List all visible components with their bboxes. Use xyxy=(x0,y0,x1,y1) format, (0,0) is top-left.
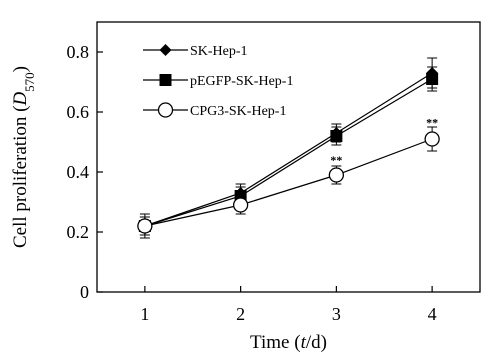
legend-marker xyxy=(159,74,172,86)
legend-marker xyxy=(157,102,174,118)
legend-label: CPG3-SK-Hep-1 xyxy=(190,104,286,119)
data-point xyxy=(426,73,439,85)
x-tick-label: 2 xyxy=(236,304,245,324)
y-axis-label: Cell proliferation (D570) xyxy=(10,66,37,248)
legend-item: SK-Hep-1 xyxy=(143,44,248,59)
legend-label: SK-Hep-1 xyxy=(190,44,248,59)
y-tick-label: 0.2 xyxy=(67,222,90,242)
x-axis-label: Time (t/d) xyxy=(250,332,327,353)
data-point xyxy=(137,218,153,234)
y-tick-label: 0 xyxy=(80,282,89,302)
y-tick-label: 0.8 xyxy=(67,42,90,62)
series-line xyxy=(144,72,433,227)
series-line xyxy=(144,138,433,227)
legend-marker xyxy=(159,44,172,56)
legend: SK-Hep-1 pEGFP-SK-Hep-1 CPG3-SK-Hep-1 xyxy=(143,44,293,119)
series-pEGFP-SK-Hep-1 xyxy=(138,66,439,236)
legend-item: pEGFP-SK-Hep-1 xyxy=(143,74,293,89)
data-point xyxy=(424,131,440,147)
plot-frame xyxy=(96,21,481,293)
y-tick-label: 0.6 xyxy=(67,102,90,122)
data-point xyxy=(328,167,345,183)
significance-label: ** xyxy=(330,153,342,167)
data-point xyxy=(232,197,249,213)
axes: 0 0.2 0.4 0.6 0.8 1 2 3 4 xyxy=(67,21,481,324)
series-line xyxy=(144,78,433,227)
series-layer: ** ** xyxy=(137,57,440,239)
legend-item: CPG3-SK-Hep-1 xyxy=(143,102,286,119)
x-tick-label: 4 xyxy=(428,304,437,324)
legend-label: pEGFP-SK-Hep-1 xyxy=(190,74,293,89)
y-tick-label: 0.4 xyxy=(67,162,90,182)
x-tick-label: 1 xyxy=(140,304,149,324)
x-tick-label: 3 xyxy=(332,304,341,324)
data-point xyxy=(330,130,343,142)
series-CPG3-SK-Hep-1 xyxy=(137,126,440,236)
significance-label: ** xyxy=(426,116,438,130)
